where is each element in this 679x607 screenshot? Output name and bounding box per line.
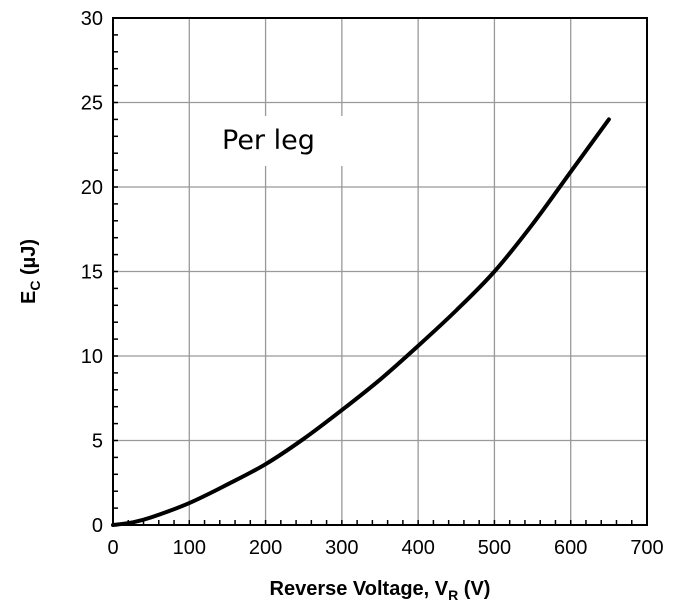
x-axis-title: Reverse Voltage, VR (V) — [270, 578, 491, 603]
y-tick-label: 30 — [81, 8, 103, 30]
x-tick-label: 600 — [554, 537, 587, 559]
annotation-background — [210, 116, 352, 166]
y-tick-labels: 0 5 10 15 20 25 30 — [81, 8, 103, 537]
x-axis-title-unit: (V) — [458, 578, 490, 600]
y-tick-label: 10 — [81, 346, 103, 368]
x-axis-title-subscript: R — [448, 587, 458, 603]
annotation-group: Per leg — [210, 116, 352, 166]
y-axis-title: EC (µJ) — [18, 239, 43, 304]
x-axis-title-main: Reverse Voltage, V — [270, 578, 449, 600]
x-tick-label: 100 — [173, 537, 206, 559]
y-tick-label: 5 — [92, 431, 103, 453]
y-tick-label: 25 — [81, 93, 103, 115]
x-tick-label: 0 — [107, 537, 118, 559]
y-axis-title-unit: (µJ) — [18, 239, 40, 281]
plot-frame — [112, 17, 648, 526]
x-tick-label: 700 — [630, 537, 663, 559]
y-tick-label: 15 — [81, 262, 103, 284]
y-axis-title-main: E — [18, 291, 40, 304]
x-tick-label: 500 — [478, 537, 511, 559]
annotation-per-leg: Per leg — [222, 125, 315, 156]
x-tick-label: 400 — [401, 537, 434, 559]
series-layer — [111, 117, 611, 527]
grid — [113, 18, 647, 525]
series-line-0 — [111, 117, 611, 527]
y-tick-label: 0 — [92, 515, 103, 537]
x-tick-labels: 0 100 200 300 400 500 600 700 — [107, 537, 663, 559]
y-axis-title-subscript: C — [27, 281, 43, 291]
y-tick-label: 20 — [81, 177, 103, 199]
x-tick-label: 200 — [249, 537, 282, 559]
x-tick-label: 300 — [325, 537, 358, 559]
